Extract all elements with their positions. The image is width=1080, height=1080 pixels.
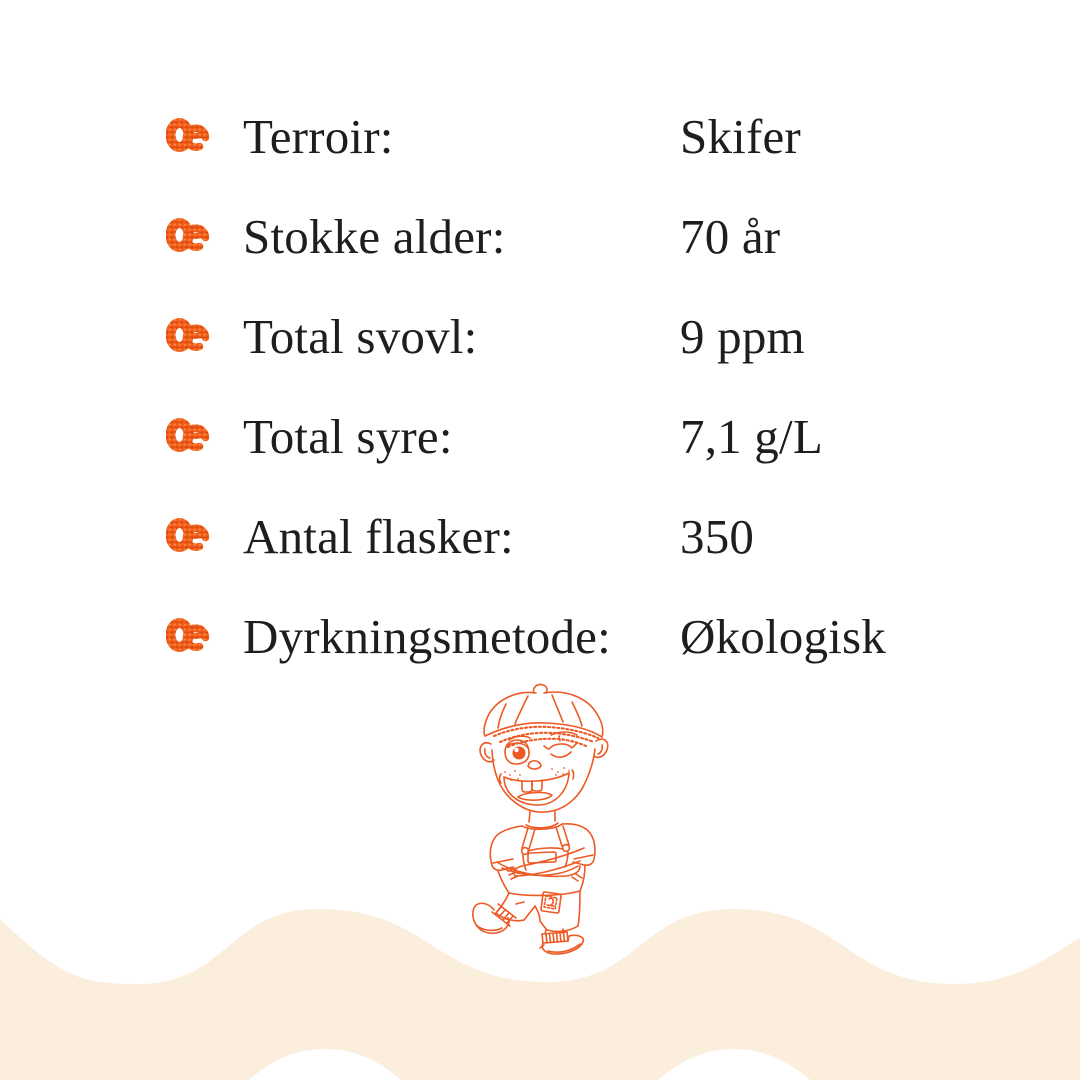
bullet-box <box>166 416 243 456</box>
spec-row-terroir: Terroir: Skifer <box>166 111 886 161</box>
oe-bullet-icon <box>166 218 210 252</box>
spec-value: 70 år <box>680 208 781 264</box>
spec-label: Terroir: <box>243 108 394 164</box>
wine-spec-list: Terroir: Skifer Stokke alder: 70 år Tota… <box>166 111 886 661</box>
spec-label: Total syre: <box>243 408 453 464</box>
cream-wave-shape <box>0 909 1080 1080</box>
bullet-box <box>166 216 243 256</box>
open-eye <box>504 739 530 765</box>
spec-label: Total svovl: <box>243 308 478 364</box>
bullet-box <box>166 316 243 356</box>
bullet-box <box>166 516 243 556</box>
overall-straps <box>520 825 571 871</box>
bullet-box <box>166 116 243 156</box>
spec-row-total-syre: Total syre: 7,1 g/L <box>166 411 886 461</box>
spec-value: Økologisk <box>680 608 886 664</box>
oe-bullet-icon <box>166 418 210 452</box>
spec-label: Stokke alder: <box>243 208 506 264</box>
nose <box>527 759 542 770</box>
left-sock-and-boot <box>472 902 517 935</box>
right-ear <box>593 738 609 759</box>
spec-row-antal-flasker: Antal flasker: 350 <box>166 511 886 561</box>
spec-label: Dyrkningsmetode: <box>243 608 611 664</box>
spec-row-total-svovl: Total svovl: 9 ppm <box>166 311 886 361</box>
cap-button <box>532 683 548 694</box>
oe-bullet-icon <box>166 118 210 152</box>
spec-value: Skifer <box>680 108 801 164</box>
winking-boy-illustration <box>472 683 609 955</box>
spec-value: 350 <box>680 508 755 564</box>
spec-label: Antal flasker: <box>243 508 514 564</box>
face-outline <box>491 748 596 813</box>
spec-row-dyrkningsmetode: Dyrkningsmetode: Økologisk <box>166 611 886 661</box>
oe-bullet-icon <box>166 618 210 652</box>
shorts-patch <box>540 891 562 914</box>
spec-value: 7,1 g/L <box>680 408 823 464</box>
spec-value: 9 ppm <box>680 308 805 364</box>
spec-row-stokke-alder: Stokke alder: 70 år <box>166 211 886 261</box>
bullet-box <box>166 616 243 656</box>
wink-eye <box>543 735 578 758</box>
right-sock-and-boot <box>539 928 585 955</box>
white-wave-overlay <box>248 1049 811 1080</box>
hair-curls <box>492 725 600 749</box>
oe-bullet-icon <box>166 518 210 552</box>
freckles <box>503 767 570 781</box>
oe-bullet-icon <box>166 318 210 352</box>
crossed-arms <box>496 847 585 882</box>
left-ear <box>479 742 495 763</box>
smiling-mouth <box>498 769 575 806</box>
